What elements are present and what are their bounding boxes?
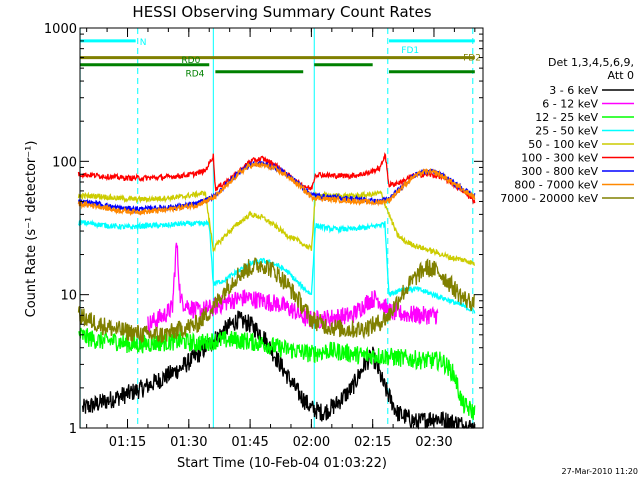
legend-label: 12 - 25 keV: [535, 111, 598, 124]
series-line-9: [77, 257, 475, 344]
y-tick-label: 10: [60, 289, 77, 304]
flag-label-n: N: [140, 38, 147, 48]
x-tick-label: 01:30: [170, 435, 207, 450]
x-axis-label: Start Time (10-Feb-04 01:03:22): [177, 456, 387, 471]
legend-label: 300 - 800 keV: [521, 165, 598, 178]
series-line-2: [147, 242, 439, 334]
flag-label-fd1: FD1: [401, 46, 419, 56]
legend-label: 3 - 6 keV: [549, 84, 598, 97]
y-tick-label: 100: [52, 155, 77, 170]
series-line-4: [77, 218, 476, 314]
axes: 1 10 100 1000 01:15 01:30 01:45 02:00 02:15 02:30: [44, 22, 483, 450]
series-line-5: [77, 189, 476, 267]
series-line-3: [78, 327, 476, 421]
timestamp: 27-Mar-2010 11:20: [562, 467, 639, 476]
legend-label: 7000 - 20000 keV: [500, 192, 598, 205]
legend-label: 800 - 7000 keV: [514, 179, 598, 192]
x-tick-label: 02:00: [293, 435, 330, 450]
x-tick-label: 01:15: [109, 435, 146, 450]
legend-header: Att 0: [608, 69, 634, 82]
legend-label: 50 - 100 keV: [528, 138, 598, 151]
series-line-1: [81, 310, 475, 430]
x-tick-label: 02:15: [354, 435, 391, 450]
y-tick-label: 1000: [44, 22, 77, 37]
legend-label: 25 - 50 keV: [535, 125, 598, 138]
x-tick-label: 01:45: [231, 435, 268, 450]
legend-label: 6 - 12 keV: [542, 98, 598, 111]
x-tick-label: 02:30: [415, 435, 452, 450]
flag-label-fd2: FD2: [463, 54, 481, 64]
series-line-8: [77, 160, 476, 217]
y-tick-label: 1: [69, 422, 77, 437]
y-axis-label: Count Rate (s⁻¹ detector⁻¹): [24, 141, 39, 318]
legend-label: 100 - 300 keV: [521, 152, 598, 165]
plot-frame: [79, 27, 484, 429]
chart-title: HESSI Observing Summary Count Rates: [132, 3, 431, 21]
flag-label-rd4: RD4: [185, 70, 204, 80]
legend-header: Det 1,3,4,5,6,9,: [548, 56, 634, 69]
plot-area: N FD1 FD2 RD0 RD4: [77, 28, 481, 430]
series-line-6: [77, 152, 476, 205]
flag-label-rd0: RD0: [181, 56, 200, 66]
